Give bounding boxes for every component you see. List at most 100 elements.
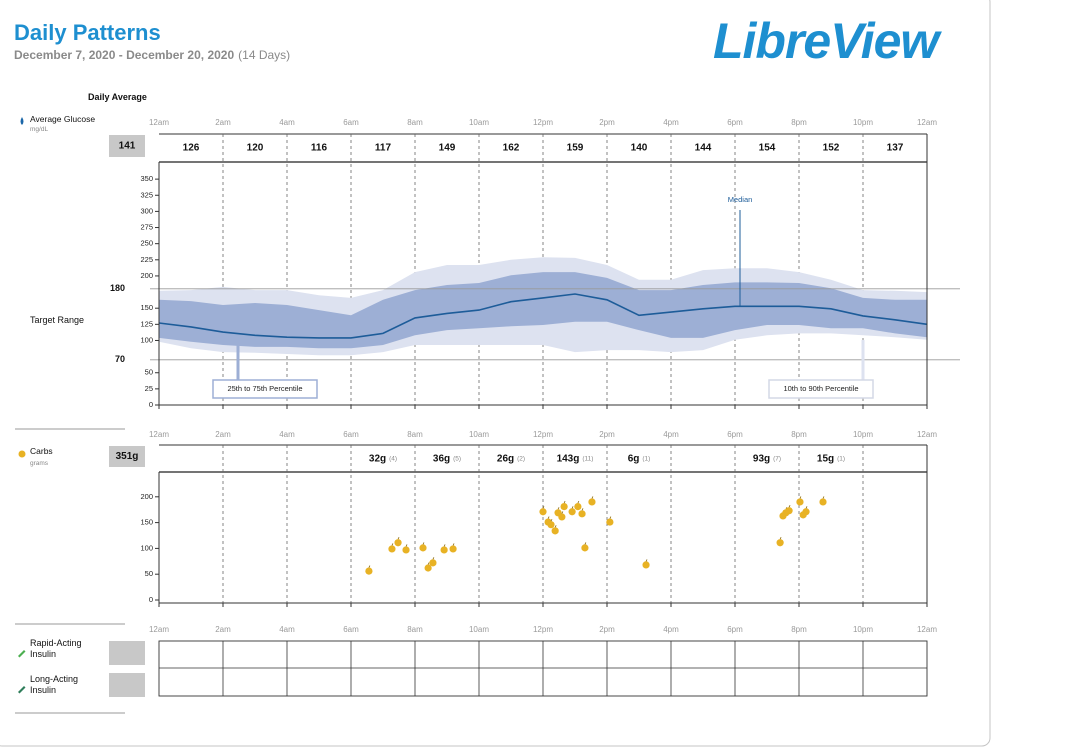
bin-average: 159: [567, 143, 584, 154]
bin-total: 32g: [369, 453, 386, 464]
y-tick-label: 300: [140, 206, 153, 215]
x-tick-label: 12pm: [533, 430, 553, 439]
target-label: 70: [115, 354, 125, 364]
bin-summary: 93g (7): [753, 453, 781, 464]
carb-entry: [574, 500, 582, 511]
x-tick-label: 4pm: [663, 430, 679, 439]
carb-entry: [606, 516, 614, 526]
carb-entry: [578, 508, 586, 518]
bin-average: 120: [247, 143, 264, 154]
carb-stem: [443, 544, 446, 547]
target-label: 180: [110, 283, 125, 293]
carb-marker: [424, 564, 432, 572]
callout-label: 10th to 90th Percentile: [783, 384, 858, 393]
bin-average: 140: [631, 143, 648, 154]
carb-entry: [440, 544, 448, 554]
carb-stem: [788, 505, 791, 508]
x-tick-label: 10pm: [853, 625, 873, 634]
carb-marker: [819, 498, 827, 506]
y-tick-label: 250: [140, 239, 153, 248]
long-insulin-icon: [18, 686, 26, 694]
bin-average: 162: [503, 143, 520, 154]
y-tick-label: 25: [145, 384, 153, 393]
bin-average: 116: [311, 143, 328, 154]
x-tick-label: 8pm: [791, 625, 807, 634]
callout-box: [768, 379, 874, 399]
carb-stem: [422, 542, 425, 545]
carb-stem: [368, 565, 371, 568]
carbs-unit: grams: [30, 460, 49, 467]
summary-box: [109, 446, 145, 467]
carb-marker: [581, 544, 589, 552]
carb-stem: [799, 496, 802, 499]
carb-entry: [547, 518, 555, 529]
carb-stem: [577, 500, 580, 504]
carb-entry: [558, 511, 566, 521]
carb-stem: [452, 543, 455, 546]
y-tick-label: 125: [140, 319, 153, 328]
carb-entry: [560, 500, 568, 511]
bin-total: 26g: [497, 453, 514, 464]
carb-stem: [397, 537, 400, 540]
glucose-icon: [20, 117, 24, 125]
carb-stem: [822, 496, 825, 499]
carb-marker: [802, 508, 810, 516]
carb-stem: [547, 516, 550, 519]
x-tick-label: 4pm: [663, 625, 679, 634]
carb-marker: [365, 567, 373, 575]
callout-box: [212, 379, 318, 399]
carb-entry: [551, 525, 559, 535]
carb-marker: [560, 503, 568, 511]
summary-box: [109, 135, 145, 157]
carb-marker: [419, 544, 427, 552]
x-tick-label: 8am: [407, 118, 423, 127]
carb-stem: [563, 500, 566, 504]
x-tick-label: 2pm: [599, 430, 615, 439]
carb-marker: [558, 513, 566, 521]
percentile-band: [159, 272, 927, 349]
carbs-icon: [18, 450, 26, 458]
bin-total: 36g: [433, 453, 450, 464]
bin-average: 154: [759, 143, 776, 154]
carb-marker: [440, 546, 448, 554]
carb-stem: [561, 511, 564, 514]
carb-stem: [571, 506, 574, 509]
bin-average: 137: [887, 143, 904, 154]
carb-marker: [429, 559, 437, 567]
x-tick-label: 10pm: [853, 118, 873, 127]
x-tick-label: 2am: [215, 118, 231, 127]
x-tick-label: 12pm: [533, 118, 553, 127]
carb-entry: [394, 537, 402, 547]
x-tick-label: 6pm: [727, 118, 743, 127]
y-tick-label: 50: [145, 368, 153, 377]
insulin-label: Rapid-Acting Insulin: [30, 638, 82, 659]
carb-entry: [419, 542, 427, 552]
carb-stem: [584, 542, 587, 545]
y-tick-label: 275: [140, 223, 153, 232]
carb-marker: [449, 545, 457, 553]
carb-entry: [802, 506, 810, 516]
carb-marker: [578, 510, 586, 518]
x-tick-label: 8pm: [791, 118, 807, 127]
carb-stem: [591, 496, 594, 499]
carb-entry: [365, 565, 373, 575]
carb-entry: [776, 537, 784, 547]
x-tick-label: 8am: [407, 430, 423, 439]
y-tick-label: 150: [140, 303, 153, 312]
y-tick-label: 200: [140, 271, 153, 280]
x-tick-label: 2am: [215, 625, 231, 634]
bin-total: 143g: [557, 453, 580, 464]
carb-entry: [642, 559, 650, 569]
x-tick-label: 12am: [917, 430, 937, 439]
median-annotation: Median: [728, 195, 753, 204]
bin-average: 152: [823, 143, 840, 154]
x-tick-label: 8am: [407, 625, 423, 634]
carb-stem: [805, 506, 808, 509]
bin-average: 117: [375, 143, 392, 154]
carb-entry: [568, 506, 576, 516]
bin-summary: 26g (2): [497, 453, 525, 464]
carb-marker: [642, 561, 650, 569]
carb-marker: [606, 518, 614, 526]
